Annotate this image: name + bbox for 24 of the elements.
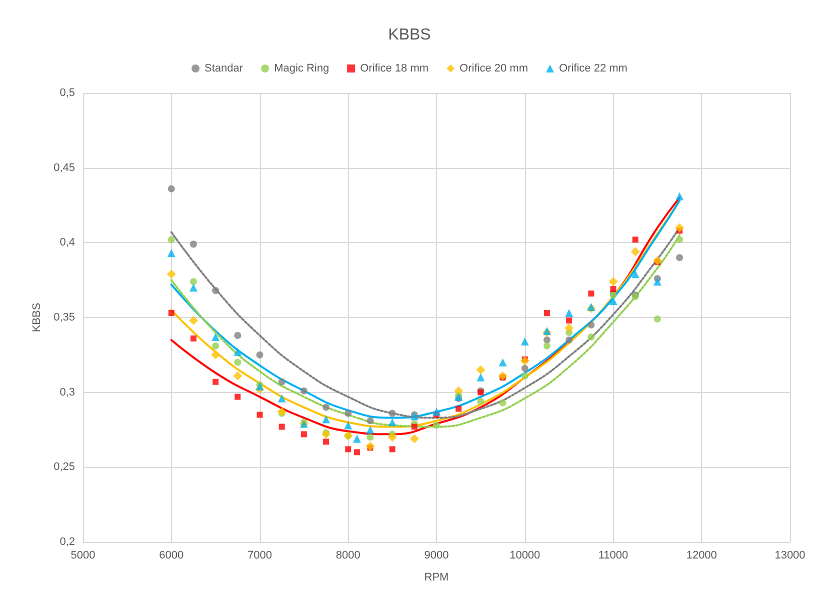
x-tick-label: 12000 bbox=[686, 550, 717, 562]
y-tick-label: 0,3 bbox=[60, 386, 75, 398]
y-tick-label: 0,45 bbox=[54, 162, 75, 174]
y-axis-title: KBBS bbox=[31, 302, 44, 332]
x-tick-label: 5000 bbox=[70, 550, 96, 562]
x-tick-label: 7000 bbox=[248, 550, 272, 562]
chart-title: KBBS bbox=[388, 26, 431, 44]
y-tick-label: 0,2 bbox=[60, 536, 75, 548]
x-tick-label: 6000 bbox=[159, 550, 184, 562]
x-tick-label: 10000 bbox=[510, 550, 540, 562]
y-tick-label: 0,5 bbox=[60, 87, 75, 99]
legend-label: Orifice 18 mm bbox=[360, 62, 429, 74]
x-tick-label: 11000 bbox=[598, 550, 628, 562]
legend-label: Standar bbox=[204, 62, 244, 74]
y-tick-label: 0,35 bbox=[54, 312, 75, 324]
y-tick-label: 0,25 bbox=[54, 461, 75, 474]
x-tick-label: 13000 bbox=[774, 550, 806, 562]
legend-label: Magic Ring bbox=[274, 62, 330, 74]
legend-label: Orifice 20 mm bbox=[460, 62, 528, 74]
x-tick-label: 8000 bbox=[336, 550, 360, 562]
legend-label: Orifice 22 mm bbox=[559, 62, 628, 74]
x-tick-label: 9000 bbox=[424, 550, 449, 562]
y-tick-label: 0,4 bbox=[60, 236, 75, 249]
x-axis-title: RPM bbox=[424, 572, 449, 584]
